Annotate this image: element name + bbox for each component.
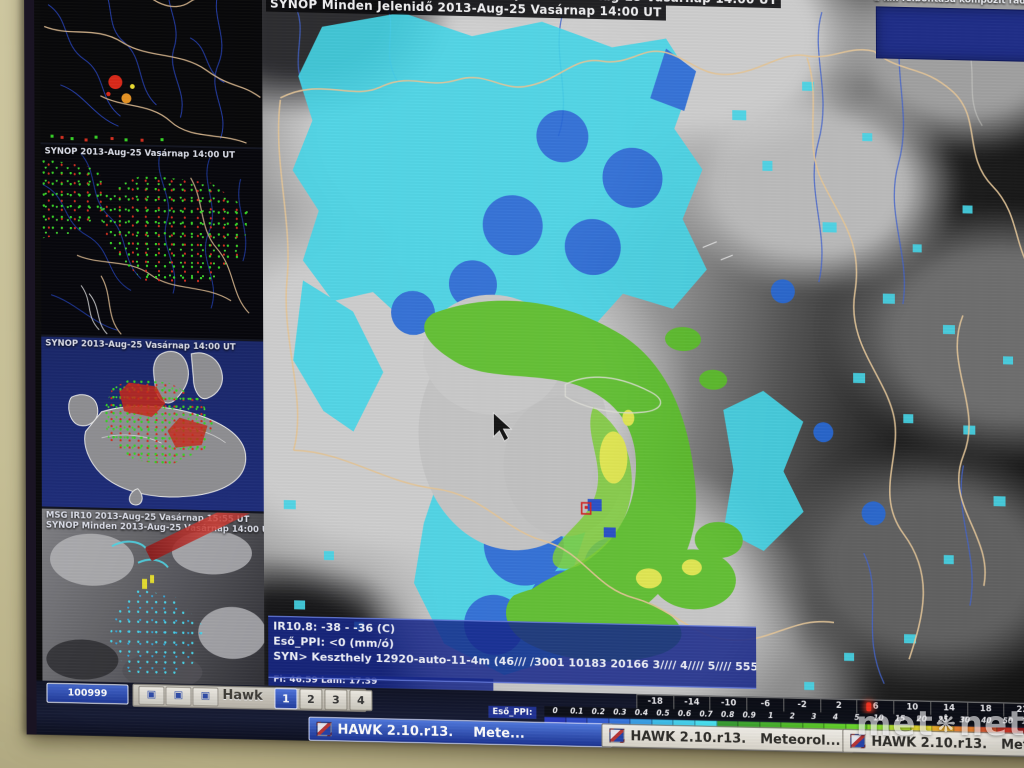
page-button-4[interactable]: 4	[349, 689, 373, 712]
watermark-met: met	[856, 704, 934, 744]
hawk-app-icon	[609, 728, 625, 743]
thumbnail-msg-ir-satellite[interactable]: MSG IR10 2013-Aug-25 Vasárnap 15:55 UT S…	[41, 508, 265, 694]
main-radar-map[interactable]: Magyarország Eső_PPI (mm/ó) Kompozit 201…	[261, 0, 1024, 704]
probe-info-box: IR10.8: -38 - -36 (C) Eső_PPI: <0 (mm/ó)…	[268, 615, 757, 689]
clock-button[interactable]: 100999	[46, 682, 129, 705]
window-title-suffix: Mete...	[473, 724, 525, 742]
page-button-1[interactable]: 1	[274, 687, 298, 710]
page-button-2[interactable]: 2	[299, 688, 323, 710]
station-marker-keszthely	[580, 501, 592, 515]
taskbar-window-hawk-2[interactable]: HAWK 2.10.r13. Meteorol...	[601, 723, 854, 754]
page-button-3[interactable]: 3	[324, 688, 348, 711]
hawk-label: Hawk	[222, 687, 263, 704]
window-cascade-icon[interactable]: ▣	[165, 686, 192, 706]
thumbnail-synop-europe[interactable]: SYNOP 2013-Aug-25 Vasárnap 14:00 UT	[41, 336, 264, 514]
thumbnail-synop-plot[interactable]: SYNOP 2013-Aug-25 Vasárnap 14:00 UT	[40, 144, 264, 342]
lightning-map-graphic	[43, 0, 261, 144]
window-title-suffix: Meteorol...	[760, 731, 841, 749]
precip-scale-label: Eső_PPI:	[488, 705, 537, 719]
corner-legend-box	[875, 6, 1024, 63]
window-minimize-icon[interactable]: ▣	[192, 687, 219, 707]
hawk-app-icon	[316, 721, 332, 737]
thumbnail-sidebar: SYNOP 2013-Aug-25 Vasárnap 14:00 UT	[39, 0, 265, 694]
metnet-watermark: met ❋ net	[856, 704, 1024, 744]
sun-icon: ❋	[935, 710, 957, 738]
monitor-screen: SYNOP 2013-Aug-25 Vasárnap 14:00 UT	[24, 0, 1024, 758]
thumbnail-lightning-map[interactable]	[39, 0, 263, 150]
map-graphics	[277, 0, 1024, 691]
window-title: HAWK 2.10.r13.	[630, 728, 747, 747]
watermark-net: net	[958, 704, 1024, 744]
radar-precipitation-overlay	[283, 12, 1014, 691]
window-restore-icon[interactable]: ▣	[138, 685, 165, 706]
window-title: HAWK 2.10.r13.	[337, 721, 454, 740]
mouse-cursor	[492, 411, 513, 442]
